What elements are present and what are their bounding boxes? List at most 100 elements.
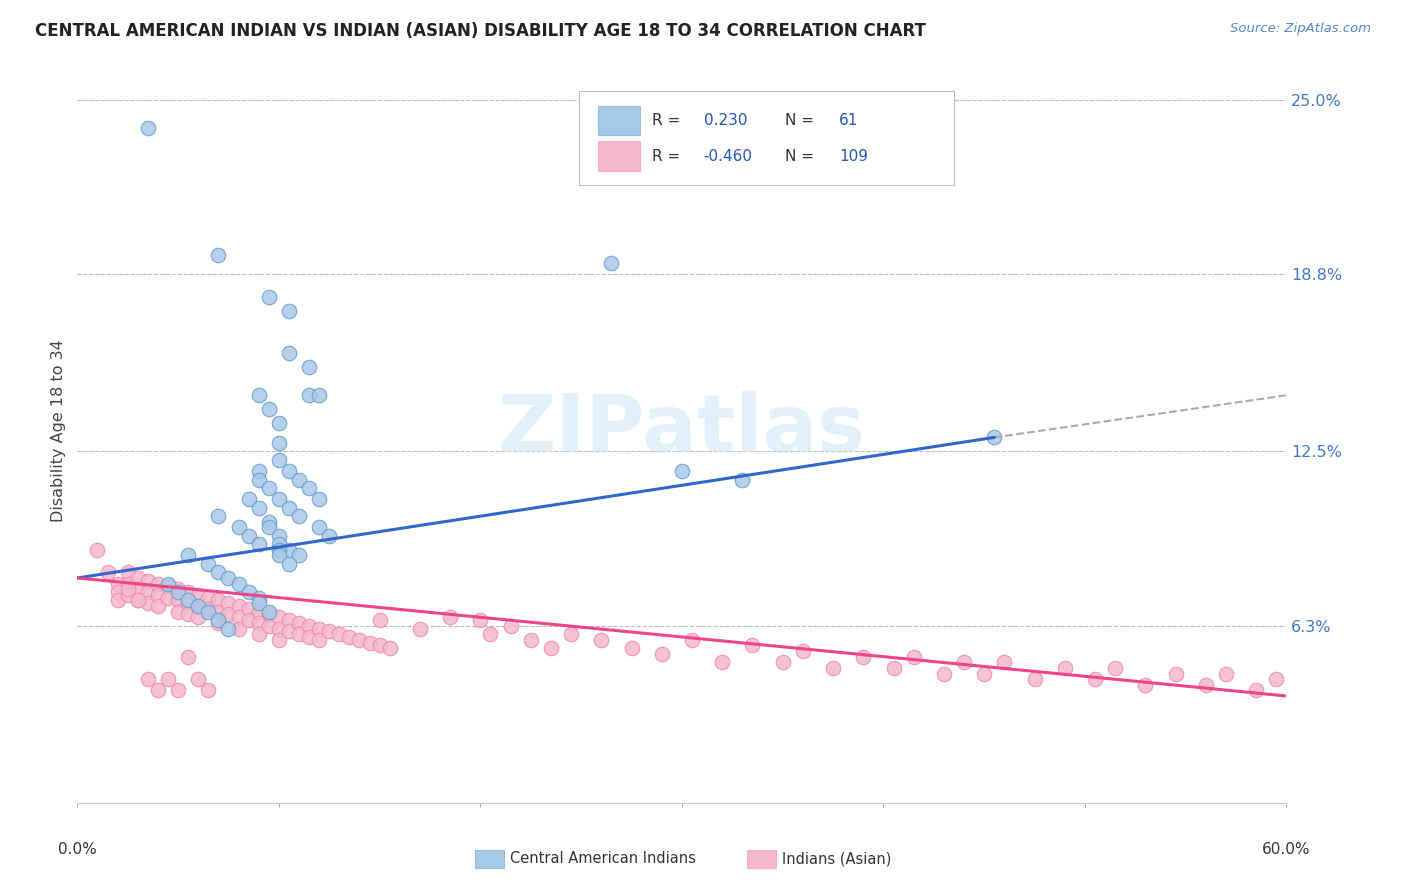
Point xyxy=(368,639,391,653)
Point xyxy=(197,602,219,616)
Point xyxy=(207,566,229,580)
Point xyxy=(267,417,290,431)
Point xyxy=(136,121,159,136)
Point xyxy=(127,582,149,597)
Point xyxy=(257,481,280,495)
Point xyxy=(207,509,229,524)
Point xyxy=(278,557,301,571)
Text: Source: ZipAtlas.com: Source: ZipAtlas.com xyxy=(1230,22,1371,36)
Point xyxy=(409,622,432,636)
Point xyxy=(136,596,159,610)
Text: 0.0%: 0.0% xyxy=(58,842,97,857)
Point xyxy=(218,622,240,636)
Point xyxy=(117,576,139,591)
Point xyxy=(177,593,200,607)
Point xyxy=(207,605,229,619)
Point xyxy=(298,360,321,375)
Point xyxy=(247,464,270,478)
Point xyxy=(288,615,311,630)
Point xyxy=(298,630,321,644)
Point xyxy=(247,500,270,515)
Point xyxy=(772,655,794,669)
Point xyxy=(257,402,280,417)
Point xyxy=(368,613,391,627)
Point xyxy=(308,622,330,636)
Point xyxy=(288,549,311,563)
Point xyxy=(228,610,250,624)
Point xyxy=(288,627,311,641)
Point xyxy=(479,627,502,641)
Point xyxy=(308,520,330,534)
Point xyxy=(903,649,925,664)
Point xyxy=(157,591,180,605)
Point xyxy=(257,520,280,534)
Point xyxy=(731,473,754,487)
Point xyxy=(127,571,149,585)
Point xyxy=(1164,666,1187,681)
Point xyxy=(207,248,229,262)
Point xyxy=(177,585,200,599)
Point xyxy=(146,599,169,613)
Point xyxy=(298,481,321,495)
Point xyxy=(267,622,290,636)
Point xyxy=(681,632,703,647)
Point xyxy=(247,537,270,551)
Text: R =: R = xyxy=(652,149,681,164)
Point xyxy=(247,591,270,605)
Point xyxy=(741,639,763,653)
Point xyxy=(278,624,301,639)
Text: -0.460: -0.460 xyxy=(703,149,752,164)
Text: ZIPatlas: ZIPatlas xyxy=(498,392,866,469)
Point xyxy=(1053,661,1076,675)
Point xyxy=(238,492,260,507)
Point xyxy=(359,635,381,649)
Point xyxy=(136,585,159,599)
Point xyxy=(117,566,139,580)
Point xyxy=(278,500,301,515)
Point xyxy=(378,641,401,656)
Point xyxy=(107,576,129,591)
Point xyxy=(136,672,159,686)
Point xyxy=(96,566,118,580)
Point xyxy=(671,464,693,478)
Point xyxy=(167,585,190,599)
Point xyxy=(167,582,190,597)
Text: 61: 61 xyxy=(839,113,859,128)
Point xyxy=(238,585,260,599)
Text: Indians (Asian): Indians (Asian) xyxy=(782,851,891,866)
Text: N =: N = xyxy=(785,113,814,128)
Y-axis label: Disability Age 18 to 34: Disability Age 18 to 34 xyxy=(51,339,66,522)
Point xyxy=(197,591,219,605)
Point xyxy=(520,632,543,647)
FancyBboxPatch shape xyxy=(579,92,955,185)
Point xyxy=(257,290,280,304)
Point xyxy=(470,613,492,627)
Point xyxy=(187,672,209,686)
Point xyxy=(267,549,290,563)
Point xyxy=(177,596,200,610)
Point xyxy=(328,627,350,641)
Point xyxy=(439,610,461,624)
Point xyxy=(318,624,340,639)
Point xyxy=(167,605,190,619)
Point xyxy=(247,388,270,402)
FancyBboxPatch shape xyxy=(475,850,505,868)
Point xyxy=(267,610,290,624)
Point xyxy=(288,509,311,524)
Point xyxy=(157,672,180,686)
Point xyxy=(117,588,139,602)
Point xyxy=(127,593,149,607)
Point xyxy=(228,576,250,591)
Text: 60.0%: 60.0% xyxy=(1263,842,1310,857)
Text: 0.230: 0.230 xyxy=(703,113,747,128)
Point xyxy=(146,588,169,602)
Point xyxy=(1024,672,1046,686)
Point xyxy=(247,605,270,619)
Point xyxy=(267,492,290,507)
Point xyxy=(983,430,1005,444)
Point xyxy=(207,613,229,627)
Point xyxy=(117,582,139,597)
Point xyxy=(157,576,180,591)
Point xyxy=(267,436,290,450)
Point xyxy=(146,683,169,698)
